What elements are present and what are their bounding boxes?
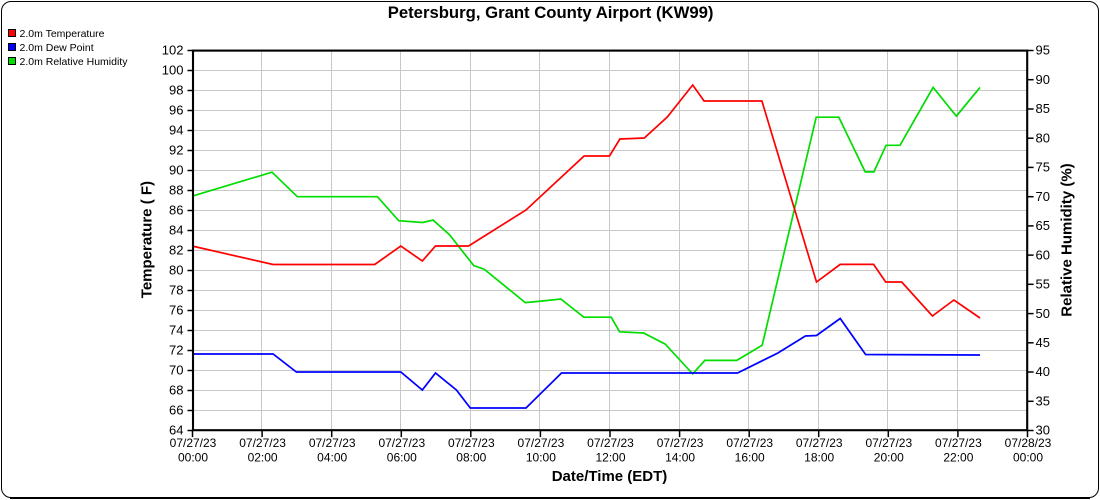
svg-text:55: 55 xyxy=(1036,277,1050,292)
svg-text:35: 35 xyxy=(1036,394,1050,409)
svg-text:72: 72 xyxy=(169,343,183,358)
svg-text:07/27/23: 07/27/23 xyxy=(309,436,356,450)
svg-text:10:00: 10:00 xyxy=(526,451,556,465)
svg-text:90: 90 xyxy=(1036,72,1050,87)
svg-text:07/27/23: 07/27/23 xyxy=(796,436,843,450)
svg-text:14:00: 14:00 xyxy=(665,451,695,465)
svg-text:07/27/23: 07/27/23 xyxy=(448,436,495,450)
svg-text:00:00: 00:00 xyxy=(1013,451,1043,465)
svg-text:86: 86 xyxy=(169,203,183,218)
svg-text:07/28/23: 07/28/23 xyxy=(1005,436,1052,450)
svg-text:70: 70 xyxy=(1036,189,1050,204)
svg-text:94: 94 xyxy=(169,123,183,138)
svg-text:45: 45 xyxy=(1036,335,1050,350)
svg-text:40: 40 xyxy=(1036,364,1050,379)
svg-text:100: 100 xyxy=(162,63,184,78)
svg-text:22:00: 22:00 xyxy=(943,451,973,465)
svg-text:07/27/23: 07/27/23 xyxy=(587,436,634,450)
svg-text:88: 88 xyxy=(169,183,183,198)
svg-text:20:00: 20:00 xyxy=(874,451,904,465)
svg-text:Date/Time (EDT): Date/Time (EDT) xyxy=(552,468,668,485)
svg-text:18:00: 18:00 xyxy=(804,451,834,465)
svg-text:102: 102 xyxy=(162,43,184,58)
svg-text:06:00: 06:00 xyxy=(387,451,417,465)
svg-text:02:00: 02:00 xyxy=(248,451,278,465)
svg-text:04:00: 04:00 xyxy=(317,451,347,465)
svg-text:Petersburg, Grant County Airpo: Petersburg, Grant County Airport (KW99) xyxy=(388,3,714,22)
svg-text:68: 68 xyxy=(169,383,183,398)
svg-text:90: 90 xyxy=(169,163,183,178)
svg-text:80: 80 xyxy=(169,263,183,278)
svg-text:80: 80 xyxy=(1036,130,1050,145)
svg-text:12:00: 12:00 xyxy=(595,451,625,465)
svg-text:07/27/23: 07/27/23 xyxy=(378,436,425,450)
svg-text:07/27/23: 07/27/23 xyxy=(239,436,286,450)
svg-text:07/27/23: 07/27/23 xyxy=(726,436,773,450)
svg-text:84: 84 xyxy=(169,223,183,238)
svg-text:82: 82 xyxy=(169,243,183,258)
svg-text:16:00: 16:00 xyxy=(735,451,765,465)
svg-text:Relative Humidity (%): Relative Humidity (%) xyxy=(1059,163,1076,316)
svg-text:95: 95 xyxy=(1036,43,1050,58)
svg-text:74: 74 xyxy=(169,323,183,338)
svg-text:65: 65 xyxy=(1036,218,1050,233)
svg-text:85: 85 xyxy=(1036,101,1050,116)
svg-text:07/27/23: 07/27/23 xyxy=(518,436,565,450)
svg-text:07/27/23: 07/27/23 xyxy=(170,436,217,450)
svg-text:76: 76 xyxy=(169,303,183,318)
svg-text:07/27/23: 07/27/23 xyxy=(865,436,912,450)
svg-text:96: 96 xyxy=(169,103,183,118)
svg-text:98: 98 xyxy=(169,83,183,98)
svg-text:78: 78 xyxy=(169,283,183,298)
svg-text:Temperature ( F): Temperature ( F) xyxy=(138,181,155,298)
svg-text:08:00: 08:00 xyxy=(456,451,486,465)
svg-text:64: 64 xyxy=(169,423,183,438)
svg-text:30: 30 xyxy=(1036,423,1050,438)
svg-text:75: 75 xyxy=(1036,160,1050,175)
svg-text:00:00: 00:00 xyxy=(178,451,208,465)
svg-text:60: 60 xyxy=(1036,247,1050,262)
svg-text:92: 92 xyxy=(169,143,183,158)
svg-text:50: 50 xyxy=(1036,306,1050,321)
svg-text:07/27/23: 07/27/23 xyxy=(935,436,982,450)
svg-text:07/27/23: 07/27/23 xyxy=(657,436,704,450)
svg-text:70: 70 xyxy=(169,363,183,378)
svg-text:66: 66 xyxy=(169,403,183,418)
